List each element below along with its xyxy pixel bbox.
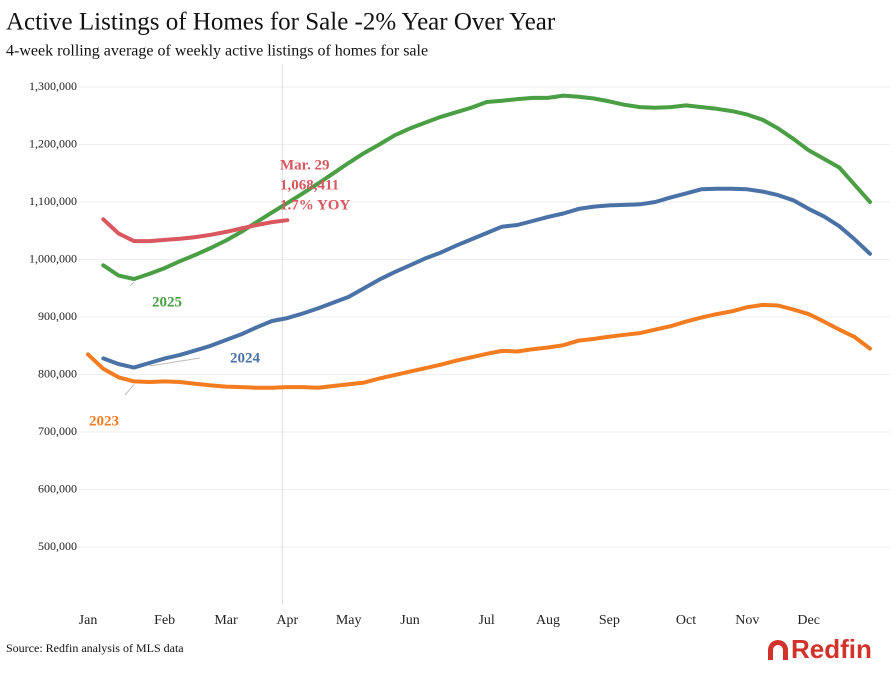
annotation: 1,068,411 <box>280 177 339 193</box>
leader-line <box>124 384 135 396</box>
x-tick-label: Jun <box>400 613 419 628</box>
y-tick-label: 1,000,000 <box>29 251 77 265</box>
x-tick-label: Dec <box>797 613 820 628</box>
y-tick-label: 500,000 <box>38 539 77 553</box>
y-tick-label: 600,000 <box>38 481 77 495</box>
series-line <box>86 302 872 390</box>
y-tick-label: 700,000 <box>38 424 77 438</box>
chart-title: Active Listings of Homes for Sale -2% Ye… <box>6 9 556 36</box>
x-tick-label: Mar <box>214 613 238 628</box>
leader-line <box>149 357 201 367</box>
series-label: 2024 <box>230 350 261 366</box>
y-tick-label: 1,100,000 <box>29 194 77 208</box>
logo-icon <box>768 640 788 660</box>
x-tick-label: Feb <box>154 613 175 628</box>
y-tick-label: 1,200,000 <box>29 136 77 150</box>
series-label: 2025 <box>152 294 182 310</box>
x-tick-label: Nov <box>735 613 759 628</box>
series-line <box>101 186 872 370</box>
series-line <box>101 217 290 244</box>
x-tick-label: Aug <box>536 613 560 628</box>
leader-line <box>129 281 135 287</box>
annotation: 1.7% YOY <box>280 197 350 213</box>
x-tick-label: Jul <box>478 613 494 628</box>
x-tick-label: Sep <box>599 613 620 628</box>
annotation: Mar. 29 <box>280 157 329 173</box>
x-tick-label: Apr <box>276 613 298 628</box>
chart-subtitle: 4-week rolling average of weekly active … <box>6 43 428 60</box>
y-tick-label: 1,300,000 <box>29 79 77 93</box>
x-tick-label: Jan <box>79 613 98 628</box>
x-tick-label: May <box>336 613 362 628</box>
y-tick-label: 900,000 <box>38 309 77 323</box>
series-label: 2023 <box>89 413 119 429</box>
source-note: Source: Redfin analysis of MLS data <box>6 641 184 655</box>
x-tick-label: Oct <box>676 613 696 628</box>
brand-logo: Redfin <box>768 634 872 664</box>
y-tick-label: 800,000 <box>38 366 77 380</box>
series-line <box>101 93 872 281</box>
logo-text: Redfin <box>791 634 872 664</box>
